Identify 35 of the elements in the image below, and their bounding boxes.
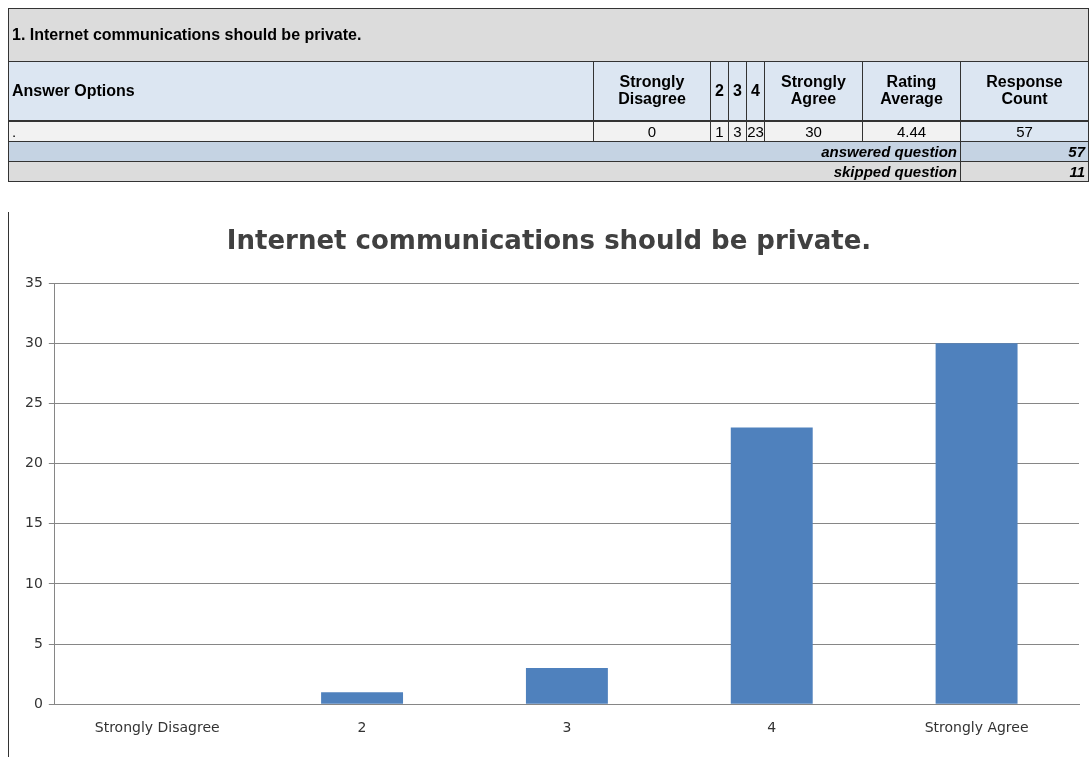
text: answered question — [8, 141, 961, 162]
category-label: Strongly Agree — [781, 73, 846, 107]
text: Rating Average — [862, 61, 961, 121]
text: 57 — [960, 141, 1089, 162]
category-label: Strongly Disagree — [618, 73, 686, 107]
chart-title: Internet communications should be private. — [226, 225, 872, 256]
text: 3 — [728, 121, 747, 142]
text: Response Count — [960, 61, 1089, 121]
y-tick-label: 35 — [24, 273, 43, 290]
x-tick-label: 2 — [357, 719, 367, 736]
text: 4.44 — [862, 121, 961, 142]
x-tick-label: Strongly Disagree — [94, 719, 220, 736]
text: 57 — [960, 121, 1089, 142]
category-label: 2 — [715, 81, 724, 99]
text: 23 — [746, 121, 765, 142]
text: skipped question — [8, 161, 961, 182]
text: 0 — [593, 121, 711, 142]
x-tick-label: 4 — [767, 719, 777, 736]
y-tick-label: 5 — [33, 634, 43, 651]
text: 11 — [960, 161, 1089, 182]
x-tick-label: Strongly Agree — [924, 719, 1029, 736]
text: 30 — [764, 121, 863, 142]
x-tick-label: 3 — [562, 719, 572, 736]
text: 1 — [710, 121, 729, 142]
y-tick-label: 0 — [33, 694, 43, 711]
text: . — [8, 121, 594, 142]
y-tick-label: 10 — [24, 574, 43, 591]
y-tick-label: 20 — [24, 454, 43, 471]
y-tick-label: 15 — [24, 514, 43, 531]
y-tick-label: 25 — [24, 394, 43, 411]
chart-subtitle: 1. Internet communications should be private. — [8, 8, 1089, 62]
text: 3 — [733, 81, 742, 99]
category-label: 4 — [751, 81, 760, 99]
y-tick-label: 30 — [24, 333, 43, 350]
text: Answer Options — [8, 61, 594, 121]
